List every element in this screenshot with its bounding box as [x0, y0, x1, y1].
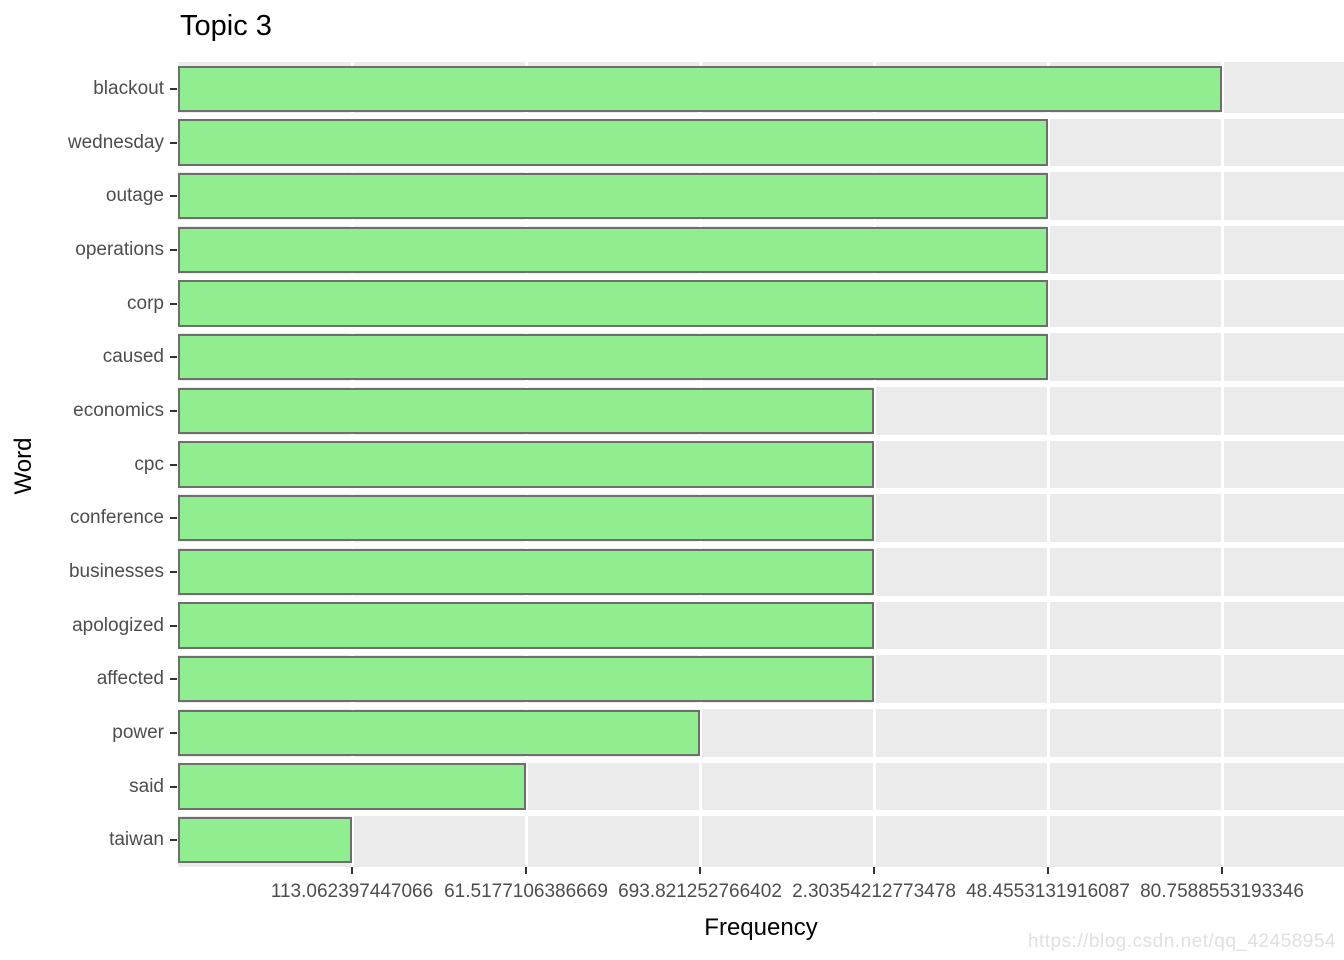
bar-outage	[178, 172, 1048, 220]
x-gridline	[1220, 62, 1224, 867]
row-separator-gridline	[178, 220, 1344, 226]
y-tick-label: caused	[102, 346, 164, 368]
y-tick-mark	[170, 785, 177, 788]
bar-power	[178, 709, 700, 757]
row-separator-gridline	[178, 703, 1344, 709]
row-separator-gridline	[178, 381, 1344, 387]
x-gridline	[872, 62, 876, 867]
row-separator-gridline	[178, 112, 1344, 119]
y-tick-label: businesses	[68, 560, 164, 582]
bar-affected	[178, 655, 874, 703]
x-tick-label: 61.5177106386669	[444, 881, 608, 902]
row-separator-gridline	[178, 542, 1344, 548]
y-tick-mark	[170, 195, 177, 198]
row-separator-gridline	[178, 649, 1344, 656]
x-tick-label: 693.821252766402	[618, 881, 782, 902]
bar-businesses	[178, 548, 874, 596]
y-tick-mark	[170, 356, 177, 359]
y-tick-mark	[170, 624, 177, 627]
x-tick-mark	[699, 867, 701, 874]
y-tick-label: apologized	[72, 614, 164, 636]
bar-corp	[178, 280, 1048, 327]
y-tick-mark	[170, 409, 177, 412]
y-tick-label: outage	[105, 185, 164, 207]
row-separator-gridline	[178, 434, 1344, 441]
x-gridline	[1046, 62, 1050, 867]
y-tick-mark	[170, 141, 177, 144]
row-separator-gridline	[178, 595, 1344, 602]
y-tick-mark	[170, 302, 177, 305]
watermark-url: https://blog.csdn.net/qq_42458954	[1027, 931, 1336, 952]
plot-panel	[178, 62, 1344, 867]
x-axis-title: Frequency	[704, 914, 818, 941]
row-separator-gridline	[178, 810, 1344, 817]
row-separator-gridline	[178, 488, 1344, 495]
x-tick-label: 48.4553131916087	[966, 881, 1130, 902]
y-tick-mark	[170, 678, 177, 681]
chart-title: Topic 3	[180, 10, 272, 42]
bar-cpc	[178, 441, 874, 488]
y-tick-mark	[170, 248, 177, 251]
x-tick-label: 80.7588553193346	[1140, 881, 1304, 902]
y-tick-label: conference	[69, 507, 164, 529]
bar-conference	[178, 494, 874, 542]
y-tick-label: power	[112, 721, 164, 743]
x-tick-mark	[351, 867, 353, 874]
y-tick-label: cpc	[134, 453, 164, 475]
bar-blackout	[178, 65, 1222, 113]
y-tick-label: wednesday	[67, 131, 164, 153]
y-tick-label: corp	[127, 292, 164, 314]
y-tick-label: said	[129, 775, 164, 797]
x-tick-mark	[1047, 867, 1049, 874]
y-tick-mark	[170, 463, 177, 466]
y-tick-label: taiwan	[109, 829, 164, 851]
row-separator-gridline	[178, 273, 1344, 280]
x-tick-label: 2.30354212773478	[792, 881, 956, 902]
x-tick-mark	[525, 867, 527, 874]
row-separator-gridline	[178, 166, 1344, 173]
y-tick-mark	[170, 517, 177, 520]
bar-wednesday	[178, 119, 1048, 166]
row-separator-gridline	[178, 327, 1344, 334]
y-tick-label: economics	[73, 399, 164, 421]
x-tick-label: 113.062397447066	[270, 881, 434, 902]
x-tick-mark	[1221, 867, 1223, 874]
bar-taiwan	[178, 816, 352, 864]
y-tick-mark	[170, 839, 177, 842]
x-tick-mark	[873, 867, 875, 874]
bar-operations	[178, 226, 1048, 274]
y-tick-label: operations	[75, 238, 164, 260]
bar-said	[178, 763, 526, 810]
y-tick-label: blackout	[93, 77, 164, 99]
y-tick-label: affected	[96, 668, 164, 690]
bar-apologized	[178, 602, 874, 649]
y-tick-mark	[170, 87, 177, 90]
bar-caused	[178, 333, 1048, 381]
y-tick-mark	[170, 570, 177, 573]
bar-economics	[178, 387, 874, 435]
y-tick-mark	[170, 731, 177, 734]
row-separator-gridline	[178, 756, 1344, 763]
